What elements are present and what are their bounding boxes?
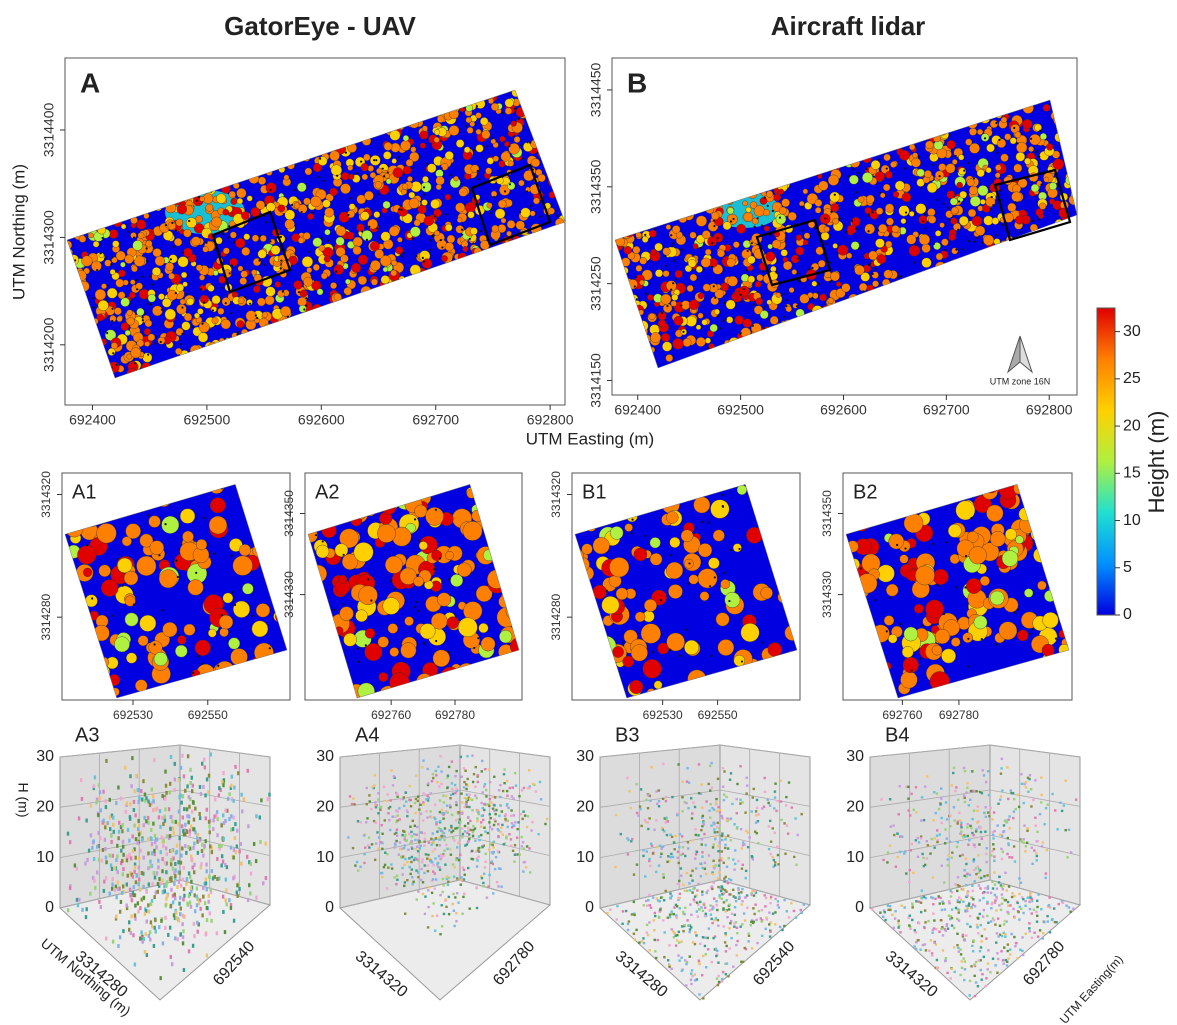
y-tick-label: 3314150 — [588, 353, 604, 408]
x-tick-label: 692500 — [717, 402, 764, 418]
easting-axis-label: UTM Easting(m) — [1057, 952, 1126, 1025]
z-tick-label: 10 — [846, 849, 864, 866]
column-title: GatorEye - UAV — [224, 11, 416, 41]
x-tick-label: 692760 — [882, 708, 922, 722]
z-tick-label: 30 — [576, 748, 594, 765]
x-tick-label: 692550 — [698, 708, 738, 722]
panel-label: B — [627, 67, 647, 98]
z-tick-label: 30 — [36, 748, 54, 765]
y-tick-label: 3314300 — [41, 210, 57, 265]
y-tick-label: 3314350 — [282, 490, 296, 537]
x-tick-label: 692800 — [527, 412, 574, 428]
z-axis-label: H (m) — [15, 783, 31, 818]
x-axis-label: UTM Easting (m) — [526, 429, 654, 448]
wall — [870, 745, 990, 908]
map-note: UTM zone 16N — [990, 376, 1051, 386]
x-tick-label: 692700 — [412, 412, 459, 428]
z-tick-label: 0 — [585, 899, 594, 916]
y-tick-label: 3314280 — [39, 593, 53, 640]
x-tick-label: 692400 — [614, 402, 661, 418]
view-label: B4 — [885, 724, 909, 746]
y-tick-label: 3314350 — [588, 159, 604, 214]
z-tick-label: 10 — [316, 849, 334, 866]
y-tick-label: 3314330 — [282, 571, 296, 618]
colorbar-tick-label: 10 — [1123, 512, 1141, 529]
view-label: A3 — [75, 724, 99, 746]
x-tick-label: 692400 — [69, 412, 116, 428]
view-label: B3 — [615, 724, 639, 746]
panel-label: A — [80, 67, 100, 98]
y-tick-label: 3314320 — [549, 471, 563, 518]
column-title: Aircraft lidar — [771, 11, 926, 41]
z-tick-label: 0 — [325, 899, 334, 916]
y-axis-label: UTM Northing (m) — [9, 164, 28, 300]
colorbar — [1097, 308, 1115, 615]
x-tick-label: 692500 — [184, 412, 231, 428]
colorbar-tick-label: 20 — [1123, 417, 1141, 434]
x-tick-label: 692530 — [643, 708, 683, 722]
x-tick-label: 692780 — [939, 708, 979, 722]
inset-label: B1 — [582, 481, 606, 503]
x-tick-label: 692760 — [371, 708, 411, 722]
x-tick-label: 692550 — [188, 708, 228, 722]
view-label: A4 — [355, 724, 379, 746]
colorbar-tick-label: 25 — [1123, 370, 1141, 387]
x-tick-label: 692780 — [435, 708, 475, 722]
inset-label: A2 — [315, 481, 339, 503]
z-tick-label: 20 — [846, 799, 864, 816]
x-tick-label: 692800 — [1026, 402, 1073, 418]
y-tick-label: 3314330 — [820, 571, 834, 618]
wall — [340, 745, 460, 908]
x-tick-label: 692530 — [113, 708, 153, 722]
x-tick-label: 692600 — [298, 412, 345, 428]
x-tick-label: 692700 — [923, 402, 970, 418]
y-tick-label: 3314280 — [549, 593, 563, 640]
z-tick-label: 20 — [576, 799, 594, 816]
colorbar-tick-label: 0 — [1123, 606, 1132, 623]
y-tick-label: 3314450 — [588, 62, 604, 117]
inset-label: B2 — [853, 481, 877, 503]
z-tick-label: 0 — [855, 899, 864, 916]
colorbar-tick-label: 5 — [1123, 559, 1132, 576]
z-tick-label: 10 — [576, 849, 594, 866]
colorbar-tick-label: 30 — [1123, 323, 1141, 340]
z-tick-label: 20 — [36, 799, 54, 816]
y-tick-label: 3314200 — [41, 317, 57, 372]
z-tick-label: 30 — [316, 748, 334, 765]
inset-label: A1 — [72, 481, 96, 503]
z-tick-label: 30 — [846, 748, 864, 765]
z-tick-label: 10 — [36, 849, 54, 866]
y-tick-label: 3314250 — [588, 256, 604, 311]
z-tick-label: 20 — [316, 799, 334, 816]
z-tick-label: 0 — [45, 899, 54, 916]
y-tick-label: 3314350 — [820, 490, 834, 537]
y-tick-label: 3314320 — [39, 471, 53, 518]
colorbar-tick-label: 15 — [1123, 465, 1141, 482]
x-tick-label: 692600 — [820, 402, 867, 418]
colorbar-label: Height (m) — [1144, 411, 1169, 514]
y-tick-label: 3314400 — [41, 103, 57, 158]
